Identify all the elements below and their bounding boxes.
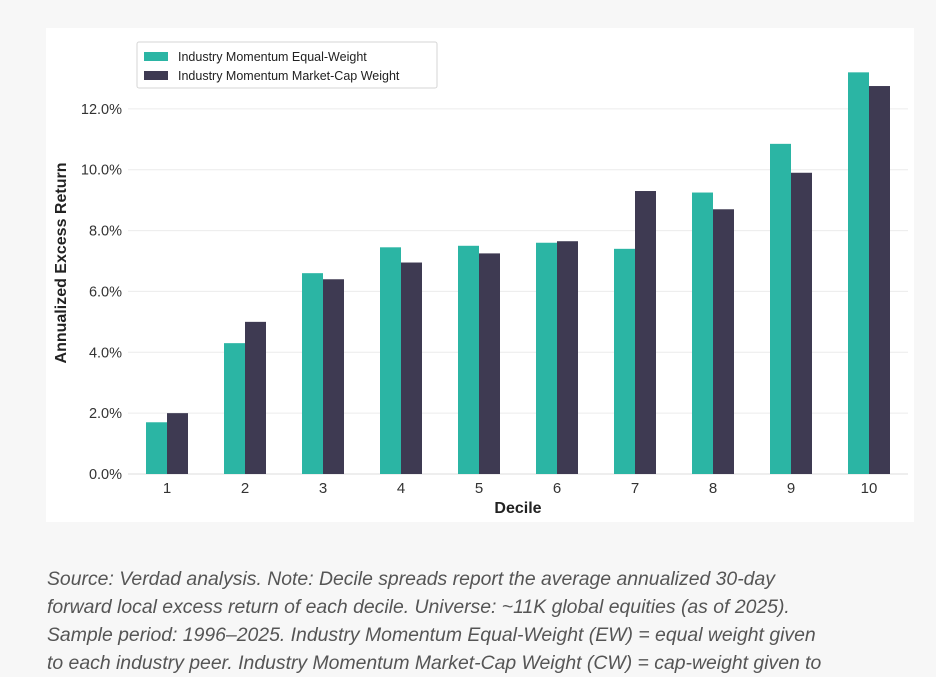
bar-cw-decile-10	[869, 86, 890, 475]
y-tick-label: 0.0%	[89, 467, 122, 483]
bar-ew-decile-5	[458, 245, 479, 474]
caption-line-1: Source: Verdad analysis. Note: Decile sp…	[47, 568, 775, 590]
bar-ew-decile-7	[614, 248, 635, 474]
y-axis-label: Annualized Excess Return	[53, 163, 70, 364]
y-tick-label: 10.0%	[81, 163, 122, 179]
caption-line-4: to each industry peer. Industry Momentum…	[47, 652, 822, 674]
bar-cw-decile-1	[167, 413, 188, 474]
legend-swatch	[144, 52, 168, 61]
bar-cw-decile-8	[713, 209, 734, 474]
bar-cw-decile-9	[791, 172, 812, 474]
y-tick-label: 6.0%	[89, 284, 122, 300]
y-tick-label: 2.0%	[89, 406, 122, 422]
x-axis-label: Decile	[494, 500, 541, 517]
caption-line-3: Sample period: 1996–2025. Industry Momen…	[47, 624, 816, 646]
bar-ew-decile-8	[692, 192, 713, 475]
x-tick-label: 4	[397, 480, 405, 497]
bar-cw-decile-3	[323, 279, 344, 474]
x-tick-label: 8	[709, 480, 717, 497]
bar-ew-decile-3	[302, 273, 323, 474]
x-tick-label: 2	[241, 480, 249, 497]
bar-cw-decile-7	[635, 191, 656, 474]
chart-caption: Source: Verdad analysis. Note: Decile sp…	[47, 565, 927, 677]
bar-ew-decile-4	[380, 247, 401, 474]
y-tick-label: 4.0%	[89, 345, 122, 361]
legend-label: Industry Momentum Market-Cap Weight	[178, 69, 400, 83]
bar-chart: 0.0% 2.0% 4.0% 6.0% 8.0% 10.0% 12.0% 1 2 3 4 5 6 7 8 9 1…	[53, 41, 908, 517]
legend-swatch	[144, 71, 168, 80]
bar-ew-decile-9	[770, 143, 791, 474]
legend-box	[136, 41, 438, 89]
bar-ew-decile-2	[224, 343, 245, 474]
chart-card: 0.0% 2.0% 4.0% 6.0% 8.0% 10.0% 12.0% 1 2 3 4 5 6 7 8 9 1…	[46, 28, 914, 522]
x-tick-label: 10	[861, 480, 878, 497]
x-tick-label: 9	[787, 480, 795, 497]
bar-cw-decile-5	[479, 253, 500, 474]
x-tick-label: 3	[319, 480, 327, 497]
x-tick-label: 1	[163, 480, 171, 497]
x-tick-label: 7	[631, 480, 639, 497]
x-tick-label: 6	[553, 480, 561, 497]
bar-cw-decile-2	[245, 321, 266, 474]
caption-line-2: forward local excess return of each deci…	[47, 596, 790, 618]
legend-label: Industry Momentum Equal-Weight	[178, 50, 367, 64]
y-tick-label: 12.0%	[81, 102, 122, 118]
bar-ew-decile-10	[848, 72, 869, 474]
bar-ew-decile-1	[146, 422, 167, 474]
bar-ew-decile-6	[536, 242, 557, 474]
y-tick-label: 8.0%	[89, 224, 122, 240]
bar-cw-decile-4	[401, 262, 422, 474]
bar-cw-decile-6	[557, 241, 578, 474]
x-tick-label: 5	[475, 480, 483, 497]
